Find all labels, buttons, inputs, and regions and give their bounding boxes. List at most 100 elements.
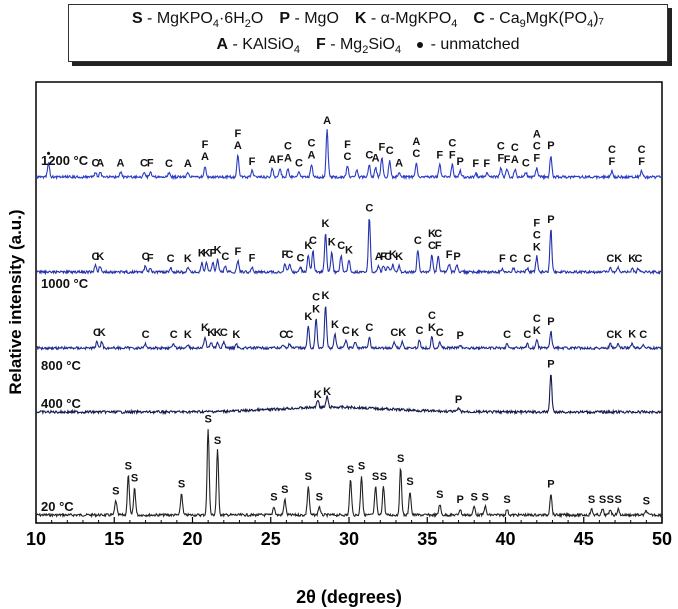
legend: S - MgKPO4·6H2O P - MgO K - α-MgKPO4 C - Ca…	[68, 4, 668, 62]
series-label: 400 °C	[41, 396, 82, 411]
peak-marker-f: F	[609, 156, 616, 168]
peak-marker-k: K	[184, 253, 192, 265]
peak-marker-unmatched: •	[47, 148, 51, 160]
peak-marker-c: C	[286, 249, 294, 261]
peak-marker-s: S	[588, 494, 595, 506]
series-line	[35, 129, 663, 181]
peak-marker-f: F	[249, 156, 256, 168]
peak-marker-c: C	[365, 150, 373, 162]
peak-marker-k: K	[314, 389, 322, 401]
x-tick-label: 35	[417, 529, 437, 549]
legend-item: S - MgKPO4·6H2O	[131, 10, 264, 31]
peak-marker-k: K	[98, 327, 106, 339]
peak-marker-f: F	[235, 246, 242, 258]
peak-marker-k: K	[428, 322, 436, 334]
peak-marker-c: C	[428, 310, 436, 322]
peak-marker-a: A	[372, 153, 380, 165]
peak-marker-c: C	[523, 329, 531, 341]
peak-marker-k: K	[428, 228, 436, 240]
peak-marker-k: K	[331, 319, 339, 331]
peak-marker-c: C	[606, 329, 614, 341]
peak-marker-p: P	[453, 251, 460, 263]
peak-marker-k: K	[322, 290, 330, 302]
legend-item: - unmatched	[417, 36, 520, 53]
peak-marker-p: P	[456, 156, 463, 168]
peak-marker-k: K	[533, 325, 541, 337]
peak-marker-k: K	[214, 327, 222, 339]
series-line	[35, 306, 663, 352]
series-label: 1000 °C	[41, 276, 89, 291]
peak-marker-s: S	[481, 491, 488, 503]
peak-marker-p: P	[456, 494, 463, 506]
peak-marker-c: C	[286, 329, 294, 341]
peak-marker-f: F	[235, 128, 242, 140]
peak-marker-k: K	[322, 218, 330, 230]
peak-marker-k: K	[628, 328, 636, 340]
peak-marker-f: F	[449, 150, 456, 162]
peak-marker-a: A	[307, 150, 315, 162]
peak-marker-f: F	[435, 240, 442, 252]
peak-marker-a: A	[201, 151, 209, 163]
x-tick-label: 45	[574, 529, 594, 549]
x-axis-label: 2θ (degrees)	[296, 587, 402, 607]
peak-marker-k: K	[328, 237, 336, 249]
peak-marker-s: S	[125, 460, 132, 472]
legend-item: A - KAlSiO4	[216, 36, 300, 57]
peak-marker-k: K	[214, 245, 222, 257]
peak-marker-c: C	[606, 253, 614, 265]
peak-marker-p: P	[547, 359, 554, 371]
peak-marker-p: P	[455, 394, 462, 406]
peak-marker-c: C	[91, 157, 99, 169]
peak-marker-c: C	[497, 141, 505, 153]
x-tick-label: 10	[26, 529, 46, 549]
peak-marker-c: C	[307, 138, 315, 150]
peak-marker-k: K	[398, 327, 406, 339]
legend-item: P - MgO	[279, 10, 339, 27]
peak-marker-f: F	[147, 157, 154, 169]
y-axis-label: Relative intensity (a.u.)	[6, 209, 25, 394]
series-line	[35, 429, 663, 519]
peak-marker-c: C	[608, 144, 616, 156]
peak-marker-k: K	[312, 303, 320, 315]
peak-marker-a: A	[184, 158, 192, 170]
peak-marker-c: C	[91, 251, 99, 263]
peak-marker-k: K	[351, 327, 359, 339]
peak-marker-s: S	[599, 494, 606, 506]
peak-marker-s: S	[270, 491, 277, 503]
peak-marker-f: F	[249, 252, 256, 264]
peak-marker-p: P	[547, 478, 554, 490]
peak-marker-c: C	[312, 291, 320, 303]
peak-marker-c: C	[342, 325, 350, 337]
peak-marker-a: A	[395, 157, 403, 169]
peak-marker-a: A	[323, 115, 331, 127]
peak-marker-k: K	[96, 251, 104, 263]
peak-marker-f: F	[638, 156, 645, 168]
peak-marker-k: K	[345, 245, 353, 257]
peak-marker-c: C	[165, 158, 173, 170]
peak-marker-f: F	[472, 158, 479, 170]
peak-marker-a: A	[234, 140, 242, 152]
peak-marker-s: S	[643, 496, 650, 508]
peak-marker-s: S	[112, 486, 119, 498]
peak-marker-c: C	[390, 327, 398, 339]
peak-marker-c: C	[93, 327, 101, 339]
peak-marker-f: F	[533, 153, 540, 165]
peak-marker-s: S	[380, 471, 387, 483]
peak-marker-s: S	[178, 478, 185, 490]
peak-marker-k: K	[198, 248, 206, 260]
peak-marker-s: S	[607, 494, 614, 506]
legend-item: F - Mg2SiO4	[315, 36, 402, 57]
peak-marker-k: K	[232, 329, 240, 341]
peak-marker-c: C	[221, 251, 229, 263]
peak-marker-f: F	[344, 139, 351, 151]
peak-marker-f: F	[504, 154, 511, 166]
peak-marker-f: F	[436, 150, 443, 162]
peak-marker-s: S	[316, 491, 323, 503]
peak-marker-c: C	[297, 252, 305, 264]
peak-marker-k: K	[304, 311, 312, 323]
peak-marker-s: S	[281, 484, 288, 496]
